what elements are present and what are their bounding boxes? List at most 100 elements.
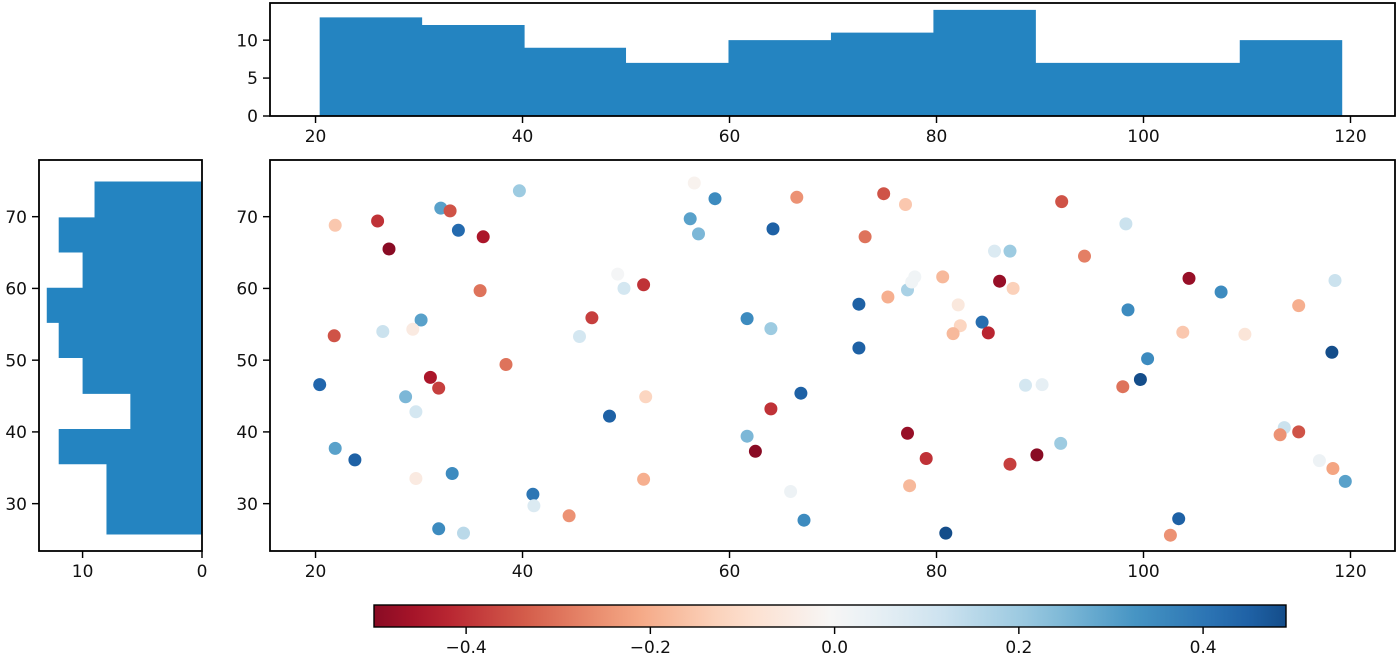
- scatter-point: [877, 187, 891, 201]
- y-axis-tick-label: 0: [247, 107, 258, 127]
- scatter-plot: 20 40 60 80 100 120 30 40 50 60 70: [236, 159, 1396, 582]
- scatter-point: [473, 284, 487, 298]
- scatter-point: [637, 472, 651, 486]
- scatter-point: [1078, 249, 1091, 263]
- scatter-point: [899, 198, 912, 211]
- scatter-point: [1328, 274, 1342, 287]
- scatter-point: [858, 230, 872, 244]
- scatter-point: [406, 322, 420, 336]
- scatter-point: [993, 274, 1007, 288]
- scatter-point: [432, 522, 446, 536]
- scatter-point: [399, 390, 413, 404]
- scatter-point: [852, 297, 866, 311]
- x-axis-tick-label: 60: [719, 562, 741, 582]
- top-histogram-bars: [319, 9, 1343, 117]
- y-axis-tick-label: 60: [5, 280, 27, 300]
- colorbar-gradient: [373, 604, 1287, 628]
- scatter-point: [527, 499, 541, 513]
- scatter-point: [1176, 325, 1190, 339]
- x-axis-tick-label: 20: [305, 562, 327, 582]
- x-axis-tick-label: 20: [305, 127, 327, 147]
- scatter-point: [327, 329, 341, 343]
- scatter-point: [708, 192, 722, 206]
- colorbar-tick-label: −0.2: [630, 638, 671, 658]
- y-axis-tick-label: 5: [247, 69, 258, 89]
- axes-spines: [38, 159, 203, 552]
- x-axis-tick-label: 80: [926, 562, 948, 582]
- scatter-point: [1182, 271, 1196, 285]
- scatter-point: [1003, 244, 1017, 258]
- scatter-point: [1172, 512, 1186, 526]
- y-axis-tick-label: 40: [236, 423, 258, 443]
- colorbar-tick-label: 0.2: [1005, 638, 1032, 658]
- scatter-point: [903, 479, 917, 493]
- scatter-point: [901, 426, 914, 440]
- scatter-point: [905, 275, 919, 289]
- scatter-point: [1163, 528, 1177, 542]
- scatter-point: [512, 184, 526, 198]
- scatter-point: [975, 315, 989, 329]
- x-axis-tick-label: 80: [926, 127, 948, 147]
- scatter-point: [432, 381, 446, 395]
- scatter-point: [881, 290, 895, 304]
- scatter-point: [451, 223, 465, 237]
- x-axis-tick-label: 0: [197, 562, 208, 582]
- scatter-point: [748, 444, 762, 458]
- scatter-point: [1003, 457, 1017, 471]
- scatter-point: [1338, 474, 1352, 488]
- scatter-point: [1325, 345, 1339, 359]
- y-axis-tick-label: 60: [236, 280, 258, 300]
- left-histogram: 10 0 30 40 50 60 70: [5, 159, 208, 582]
- scatter-point: [988, 244, 1001, 258]
- left-histogram-bars: [46, 181, 203, 535]
- scatter-point: [611, 267, 625, 281]
- scatter-point: [445, 467, 459, 480]
- scatter-point: [1119, 217, 1133, 231]
- scatter-point: [423, 370, 437, 384]
- x-axis-tick-label: 60: [719, 127, 741, 147]
- scatter-point: [1292, 299, 1306, 313]
- scatter-point: [1035, 378, 1049, 392]
- scatter-point: [328, 441, 342, 455]
- scatter-point: [766, 222, 780, 236]
- scatter-point: [476, 230, 490, 244]
- scatter-point: [1116, 380, 1130, 394]
- scatter-point: [1326, 462, 1340, 475]
- scatter-point: [1214, 285, 1228, 299]
- scatter-point: [939, 526, 953, 540]
- scatter-point: [794, 386, 808, 400]
- scatter-point: [443, 204, 457, 218]
- scatter-point: [617, 281, 631, 295]
- x-axis-tick-label: 40: [512, 562, 534, 582]
- x-axis-tick-label: 40: [512, 127, 534, 147]
- scatter-point: [1273, 428, 1287, 442]
- scatter-point: [981, 326, 995, 340]
- scatter-point: [936, 270, 950, 284]
- y-axis-tick-label: 40: [5, 423, 27, 443]
- x-axis-tick-label: 120: [1334, 562, 1366, 582]
- x-axis-tick-label: 120: [1334, 127, 1366, 147]
- y-axis-tick-label: 10: [236, 31, 258, 51]
- scatter-point: [797, 513, 811, 527]
- scatter-point: [919, 452, 933, 465]
- scatter-point: [683, 212, 697, 226]
- scatter-point: [1292, 425, 1306, 439]
- y-axis-tick-label: 50: [236, 351, 258, 371]
- axes-spines: [269, 2, 1396, 117]
- colorbar-tick-label: −0.4: [445, 638, 486, 658]
- scatter-point: [764, 402, 778, 416]
- scatter-point: [1238, 327, 1252, 341]
- colorbar-tick-label: 0.0: [821, 638, 848, 658]
- scatter-point: [409, 405, 423, 419]
- y-axis-tick-label: 70: [5, 208, 27, 228]
- scatter-point: [740, 312, 754, 326]
- axes-spines: [269, 159, 1396, 552]
- scatter-point: [1312, 454, 1326, 468]
- y-axis-tick-label: 70: [236, 208, 258, 228]
- scatter-point: [1141, 352, 1155, 366]
- colorbar: −0.4 −0.2 0.0 0.2 0.4: [373, 604, 1287, 658]
- x-axis-tick-label: 100: [1127, 127, 1159, 147]
- scatter-point: [573, 330, 586, 343]
